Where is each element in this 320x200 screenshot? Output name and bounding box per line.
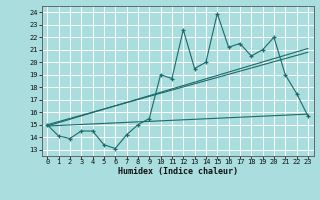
X-axis label: Humidex (Indice chaleur): Humidex (Indice chaleur) — [118, 167, 237, 176]
